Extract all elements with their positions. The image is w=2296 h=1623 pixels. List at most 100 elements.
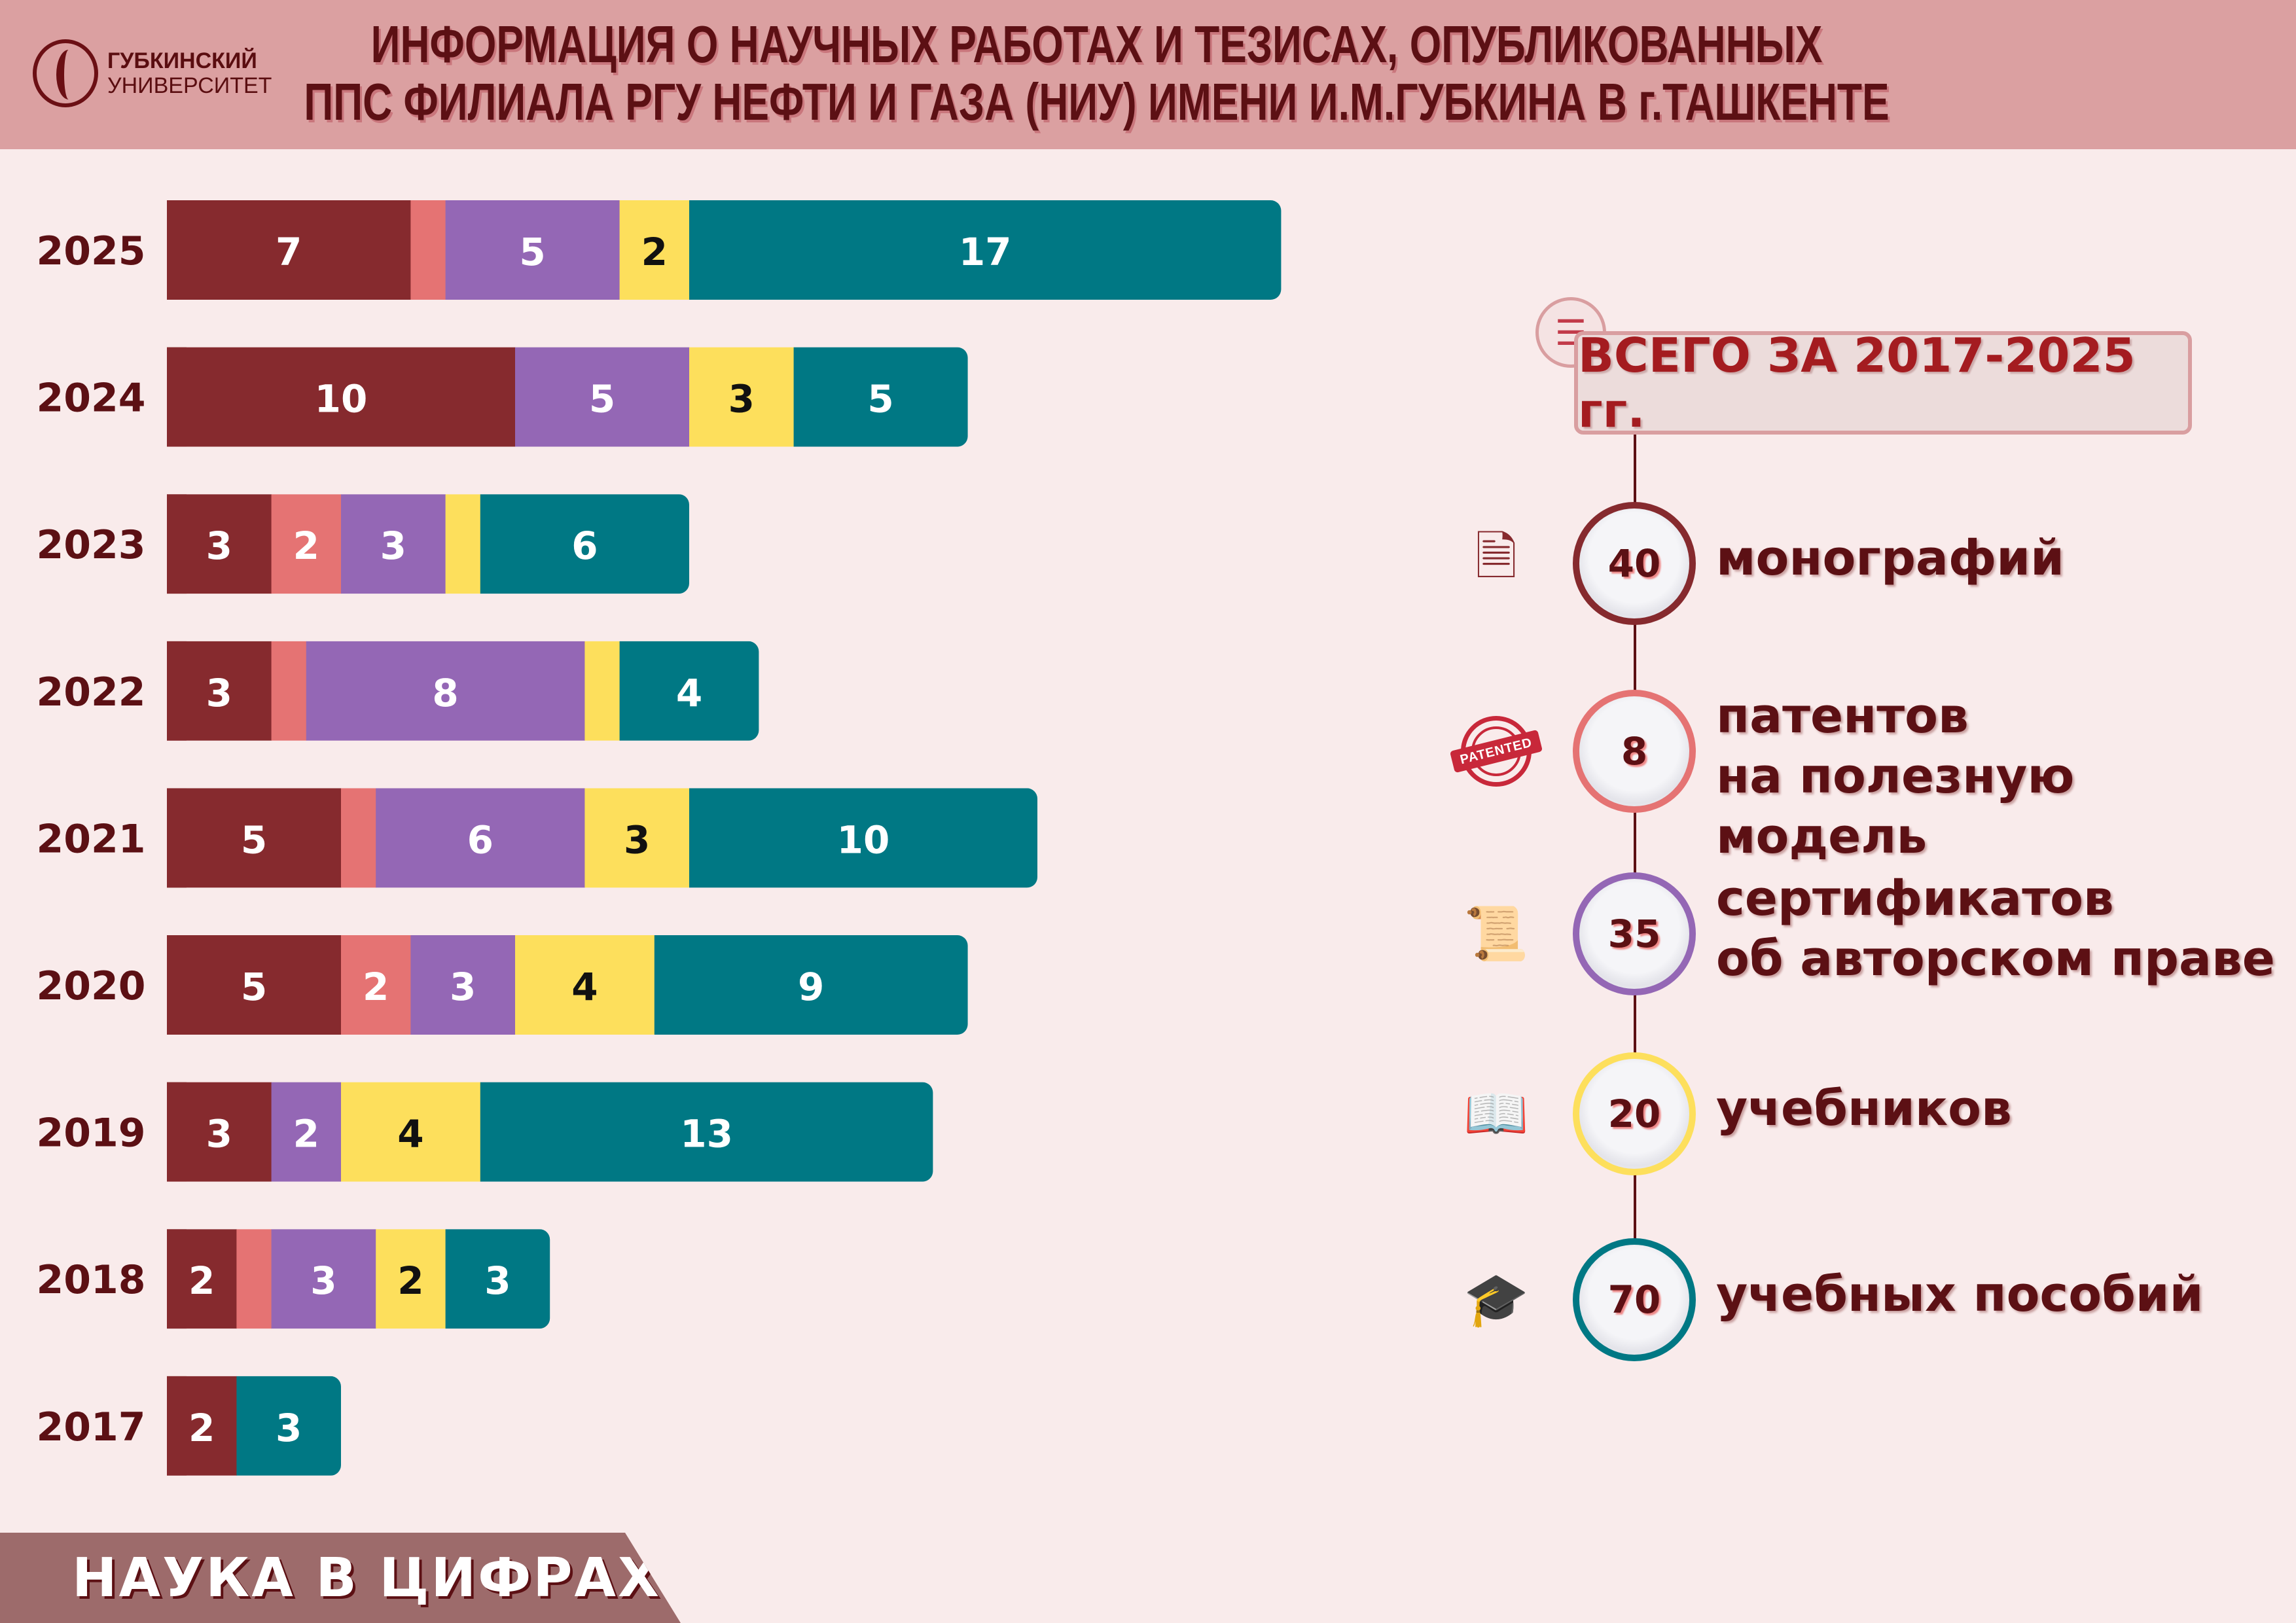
bar-segment [654, 935, 968, 1035]
bar-segment [341, 935, 411, 1035]
header: ГУБКИНСКИЙ УНИВЕРСИТЕТ ИНФОРМАЦИЯ О НАУЧ… [0, 0, 2296, 149]
bar-segment [619, 641, 759, 741]
year-label: 2023 [37, 522, 146, 568]
total-label: учебников [1716, 1079, 2012, 1139]
data-label: 6 [571, 524, 598, 568]
logo-line2: УНИВЕРСИТЕТ [107, 73, 272, 98]
data-label: 3 [484, 1258, 511, 1303]
bar-segment [167, 200, 411, 300]
data-label: 3 [206, 524, 232, 568]
data-label: 13 [680, 1112, 733, 1156]
bar-segment [167, 935, 342, 1035]
data-label: 5 [519, 230, 545, 274]
bar-2021 [167, 788, 1037, 888]
bar-segment [341, 1082, 481, 1182]
data-label: 5 [241, 965, 267, 1009]
study-guide-icon: 🎓 [1463, 1269, 1529, 1330]
data-label: 3 [624, 817, 650, 862]
logo-flame-icon [33, 39, 98, 107]
data-label: 7 [276, 230, 302, 274]
bar-segment [341, 788, 376, 888]
bar-segment [445, 494, 481, 594]
bar-segment [167, 788, 342, 888]
bar-segment [167, 1082, 272, 1182]
data-label: 2 [293, 1112, 319, 1156]
bar-segment [341, 494, 446, 594]
data-label: 2 [188, 1406, 215, 1450]
page-title: ИНФОРМАЦИЯ О НАУЧНЫХ РАБОТАХ И ТЕЗИСАХ, … [216, 16, 1977, 131]
data-label: 3 [206, 671, 232, 715]
year-label: 2019 [37, 1111, 146, 1156]
certificate-icon: 📜 [1463, 903, 1529, 964]
bar-segment [689, 788, 1037, 888]
university-logo: ГУБКИНСКИЙ УНИВЕРСИТЕТ [33, 39, 281, 111]
bar-segment [167, 347, 516, 447]
bar-segment [306, 641, 585, 741]
bar-segment [410, 935, 516, 1035]
bar-segment [689, 200, 1282, 300]
total-label-line1: учебных пособий [1716, 1266, 2204, 1323]
bar-segment [271, 1229, 376, 1329]
data-label: 4 [571, 965, 598, 1009]
data-label: 5 [589, 377, 615, 421]
data-label: 3 [728, 377, 755, 421]
data-label: 10 [315, 377, 368, 421]
bar-segment [584, 641, 620, 741]
data-label: 2 [397, 1258, 423, 1303]
total-label-line1: патентов [1716, 688, 1969, 744]
data-label: 10 [837, 817, 890, 862]
bar-2017 [167, 1376, 341, 1476]
title-line1: ИНФОРМАЦИЯ О НАУЧНЫХ РАБОТАХ И ТЕЗИСАХ, … [370, 15, 1823, 73]
bar-2019 [167, 1082, 933, 1182]
data-label: 3 [380, 524, 406, 568]
year-label: 2025 [37, 228, 146, 274]
total-value-circle: 20 [1573, 1052, 1696, 1175]
data-label: 4 [676, 671, 702, 715]
year-label: 2022 [37, 669, 146, 715]
bar-2024 [167, 347, 968, 447]
bar-segment [619, 200, 690, 300]
data-label: 6 [467, 817, 493, 862]
bar-segment [167, 494, 272, 594]
stamp-ring: PATENTED [1449, 716, 1543, 787]
footer-label: НАУКА В ЦИФРАХ [72, 1547, 662, 1609]
total-label-line2: об авторском праве [1716, 931, 2275, 987]
total-label: монографий [1716, 528, 2064, 588]
total-label-line1: учебников [1716, 1080, 2012, 1137]
open-book-icon: 📖 [1463, 1083, 1529, 1144]
total-label-line2: на полезную модель [1716, 748, 2075, 865]
bar-segment [689, 347, 795, 447]
bar-segment [236, 1376, 341, 1476]
bar-segment [515, 935, 655, 1035]
stamp-text: PATENTED [1449, 729, 1543, 774]
total-label-line1: монографий [1716, 530, 2064, 586]
patented-stamp-icon: PATENTED [1449, 715, 1543, 787]
bar-segment [271, 641, 307, 741]
timeline-connector [1634, 435, 1636, 1240]
bar-segment [236, 1229, 272, 1329]
total-label: сертификатов об авторском праве [1716, 868, 2275, 989]
total-label: учебных пособий [1716, 1264, 2203, 1325]
bar-segment [271, 1082, 342, 1182]
year-label: 2024 [37, 376, 146, 421]
total-value-circle: 8 [1573, 690, 1696, 813]
total-label-line1: сертификатов [1716, 870, 2114, 927]
year-label: 2018 [37, 1257, 146, 1303]
bar-segment [376, 1229, 446, 1329]
logo-line1: ГУБКИНСКИЙ [107, 48, 257, 73]
total-value-circle: 40 [1573, 502, 1696, 625]
footer-banner: НАУКА В ЦИФРАХ [0, 1533, 681, 1623]
stacked-bar-chart: 2025 7 5 2 17 2024 10 5 3 5 2023 3 2 3 6 2022 3 8 4 2021 5 6 3… [37, 200, 1282, 1476]
data-label: 3 [450, 965, 476, 1009]
bar-segment [167, 641, 272, 741]
bar-2022 [167, 641, 759, 741]
bar-segment [584, 788, 690, 888]
bar-2023 [167, 494, 689, 594]
data-label: 3 [276, 1406, 302, 1450]
data-label: 5 [867, 377, 893, 421]
data-label: 2 [188, 1258, 215, 1303]
data-label: 5 [241, 817, 267, 862]
bar-segment [410, 200, 446, 300]
stack-of-papers-icon: 🗎 [1475, 526, 1518, 587]
data-label: 2 [641, 230, 668, 274]
